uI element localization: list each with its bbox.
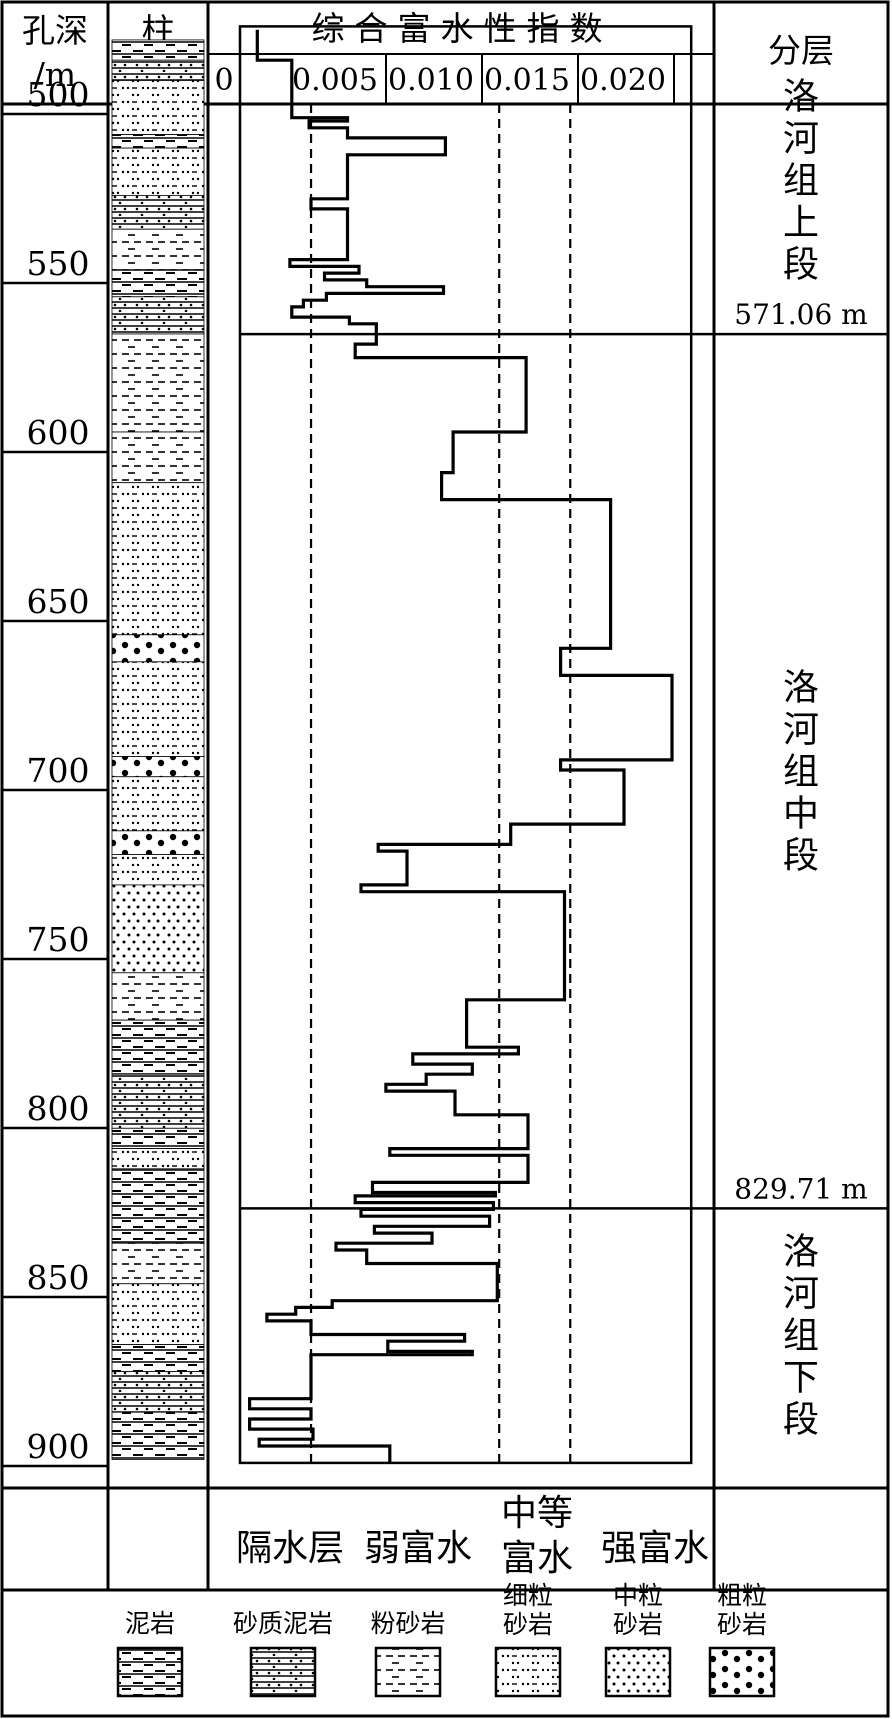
lithology-bed <box>111 1344 205 1373</box>
x-tick-label: 0.020 <box>580 63 666 98</box>
legend-label: 粗粒 <box>717 1581 767 1610</box>
depth-tick-label: 750 <box>27 920 90 959</box>
lithology-bed <box>111 1242 205 1285</box>
boundary-depth-label: 829.71 m <box>734 1172 867 1205</box>
boundary-depth-label: 571.06 m <box>734 298 867 331</box>
depth-header: 孔深 <box>22 11 88 50</box>
depth-unit: /m <box>34 55 76 94</box>
depth-tick-label: 600 <box>27 413 90 452</box>
lithology-bed <box>111 756 205 778</box>
depth-tick-label: 900 <box>27 1427 90 1466</box>
lithology-bed <box>111 884 205 974</box>
class-aquiclude: 隔水层 <box>236 1528 344 1569</box>
lithology-bed <box>111 1148 205 1170</box>
layer-label-char: 洛 <box>783 1232 819 1273</box>
layer-label-char: 上 <box>783 202 819 243</box>
depth-tick-label: 550 <box>27 244 90 283</box>
legend-label: 砂岩 <box>503 1610 553 1639</box>
layer-label-char: 河 <box>783 118 819 159</box>
legend-label: 砂质泥岩 <box>233 1609 333 1638</box>
layer-label-char: 洛 <box>783 667 819 708</box>
lithology-bed <box>111 1127 205 1149</box>
class-weak: 弱富水 <box>364 1528 472 1569</box>
lithology-bed <box>111 80 205 135</box>
lithology-bed <box>111 1168 205 1244</box>
depth-axis: 500 550 600 650 700 750 800 850 900 <box>2 75 108 1468</box>
legend-swatch <box>249 1646 317 1698</box>
lithology-bed <box>111 333 205 433</box>
index-title: 综合富水性指数 <box>312 9 613 48</box>
legend-label: 砂岩 <box>613 1610 663 1639</box>
class-medium-line2: 富水 <box>501 1538 573 1579</box>
layer-label-char: 组 <box>783 1316 819 1357</box>
layer-label-char: 组 <box>783 751 819 792</box>
water-richness-curve <box>248 29 674 1463</box>
plot-frame <box>238 25 693 1465</box>
legend-label: 粉砂岩 <box>370 1609 445 1638</box>
lithology-bed <box>111 431 205 484</box>
class-medium-line1: 中等 <box>501 1493 573 1534</box>
legend-swatch <box>494 1646 562 1698</box>
legend-swatch <box>116 1646 184 1698</box>
layer-label-char: 下 <box>783 1358 819 1399</box>
lithology-column <box>111 39 205 1460</box>
legend-swatch <box>604 1646 672 1698</box>
legend-label: 细粒 <box>503 1581 553 1610</box>
layer-label-char: 河 <box>783 709 819 750</box>
layer-label-char: 河 <box>783 1274 819 1315</box>
lithology-bed <box>111 972 205 1021</box>
lithology-bed <box>111 147 205 196</box>
lithology-bed <box>111 1371 205 1413</box>
lithology-bed <box>111 854 205 886</box>
lithology-bed <box>111 296 205 335</box>
lithology-bed <box>111 830 205 855</box>
depth-tick-label: 500 <box>27 75 90 114</box>
layer-label-char: 中 <box>783 793 819 834</box>
layer-label-char: 组 <box>783 160 819 201</box>
lithology-bed <box>111 634 205 663</box>
depth-tick-label: 850 <box>27 1258 90 1297</box>
class-strong: 强富水 <box>601 1528 709 1569</box>
x-tick-label: 0.015 <box>484 63 570 98</box>
lithology-bed <box>111 134 205 149</box>
lithology-bed <box>111 228 205 271</box>
lithology-bed <box>111 661 205 757</box>
lithology-bed <box>111 1411 205 1460</box>
lithology-bed <box>111 194 205 230</box>
x-tick-labels: 0 0.005 0.010 0.015 0.020 <box>214 54 675 104</box>
x-tick-label: 0.005 <box>292 63 378 98</box>
legend-label: 砂岩 <box>717 1610 767 1639</box>
legend-swatch <box>708 1646 776 1698</box>
layer-header: 分层 <box>768 31 834 70</box>
legend-label: 泥岩 <box>125 1609 175 1638</box>
lithology-bed <box>111 39 205 61</box>
x-tick-label: 0.010 <box>388 63 474 98</box>
plot-area <box>238 25 888 1465</box>
depth-tick-label: 800 <box>27 1089 90 1128</box>
depth-tick-label: 650 <box>27 582 90 621</box>
layer-label-char: 段 <box>783 244 819 285</box>
layer-label-char: 洛 <box>783 76 819 117</box>
lithology-bed <box>111 1019 205 1075</box>
lithology-bed <box>111 482 205 636</box>
lithology-bed <box>111 1283 205 1346</box>
layer-label-char: 段 <box>783 1400 819 1441</box>
depth-tick-label: 700 <box>27 751 90 790</box>
legend-swatch <box>374 1646 442 1698</box>
lithology-bed <box>111 776 205 832</box>
lithology-bed <box>111 269 205 298</box>
x-tick-label: 0 <box>214 63 233 98</box>
legend-label: 中粒 <box>613 1581 663 1610</box>
layer-label-char: 段 <box>783 835 819 876</box>
lithology-bed <box>111 59 205 81</box>
lithology-bed <box>111 1073 205 1129</box>
